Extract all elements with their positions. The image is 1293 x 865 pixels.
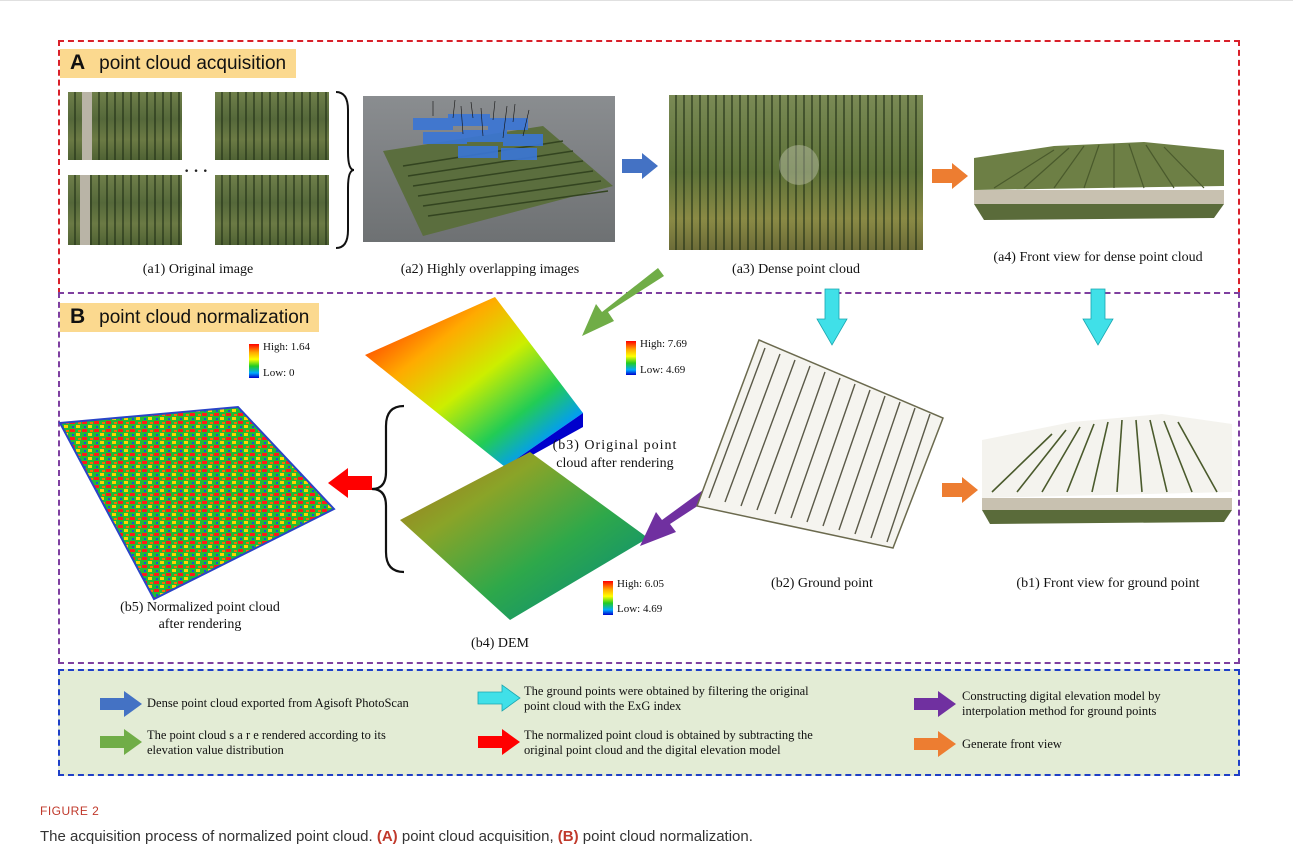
orange-arrow-a3-a4 [932, 163, 968, 189]
colorbar-b5 [249, 344, 259, 378]
caption-a2: (a2) Highly overlapping images [400, 262, 580, 277]
colorbar-b3-low: Low: 4.69 [640, 364, 686, 376]
colorbar-b4 [603, 581, 613, 615]
legend-blue-arrow-icon [100, 691, 142, 717]
front-view-dense [974, 128, 1224, 220]
legend-cyan-arrow-icon [477, 684, 521, 712]
red-arrow-b3b4-b5 [328, 468, 372, 498]
legend-text-blue: Dense point cloud exported from Agisoft … [147, 696, 409, 710]
figure-caption-end: point cloud normalization. [578, 828, 753, 845]
legend-red-arrow-icon [478, 729, 520, 755]
section-b-title-text: point cloud normalization [99, 307, 310, 328]
legend-text-green: The point cloud s a r e rendered accordi… [147, 728, 386, 757]
caption-a3: (a3) Dense point cloud [732, 262, 860, 277]
cyan-arrow-a3-b2 [816, 288, 848, 346]
dense-point-cloud [669, 95, 923, 250]
legend-orange-arrow-icon [914, 731, 956, 757]
legend-purple-arrow-icon [914, 691, 956, 717]
figure-label: FIGURE 2 [40, 804, 100, 818]
caption-b3-line2: cloud after rendering [556, 456, 674, 471]
figure-caption-a: (A) [376, 828, 398, 845]
colorbar-b5-high: High: 1.64 [263, 341, 311, 353]
orange-arrow-b2-b1 [942, 477, 978, 503]
original-image-1 [68, 92, 182, 160]
caption-b2: (b2) Ground point [771, 576, 873, 591]
legend-text-orange: Generate front view [962, 737, 1062, 751]
legend-box [58, 669, 1240, 776]
section-b-letter: B [70, 305, 86, 328]
ground-point-cloud [695, 339, 944, 549]
colorbar-b3-high: High: 7.69 [640, 338, 688, 350]
dem-surface [400, 452, 648, 620]
caption-b4: (b4) DEM [471, 636, 529, 651]
caption-b1: (b1) Front view for ground point [1016, 576, 1200, 591]
legend-green-arrow-icon [100, 729, 142, 755]
original-image-2 [215, 92, 329, 160]
legend-text-purple: Constructing digital elevation model by … [962, 689, 1161, 718]
section-a-title-text: point cloud acquisition [99, 53, 287, 74]
section-a-letter: A [70, 51, 86, 74]
colorbar-b4-high: High: 6.05 [617, 578, 665, 590]
cyan-arrow-a4-b1 [1082, 288, 1114, 346]
figure-caption-b: (B) [557, 828, 579, 845]
figure-caption: The acquisition process of normalized po… [40, 828, 753, 845]
colorbar-b5-low: Low: 0 [263, 367, 295, 379]
overlapping-images [363, 96, 615, 242]
front-view-ground [982, 414, 1232, 524]
legend-text-red: The normalized point cloud is obtained b… [524, 728, 813, 757]
overlapping-images-drawing [383, 99, 613, 236]
caption-a1: (a1) Original image [142, 262, 254, 277]
blue-arrow-a2-a3 [622, 153, 658, 179]
front-view-dense-drawing [974, 142, 1224, 220]
caption-b5-line2: after rendering [158, 617, 242, 632]
colorbar-b3 [626, 341, 636, 375]
ellipsis-dots: · · · [184, 163, 209, 180]
original-image-3 [68, 175, 182, 245]
original-image-4 [215, 175, 329, 245]
colorbar-b4-low: Low: 4.69 [617, 603, 663, 615]
green-arrow-a3-b3 [582, 268, 664, 336]
section-b-frame [58, 292, 1240, 664]
caption-b5-line1: (b5) Normalized point cloud [120, 600, 280, 615]
figure-divider [0, 0, 1293, 1]
caption-a4: (a4) Front view for dense point cloud [993, 250, 1203, 265]
figure-caption-prefix: The acquisition process of normalized po… [40, 828, 377, 845]
legend-text-cyan: The ground points were obtained by filte… [524, 684, 809, 713]
curly-brace-b [371, 404, 405, 574]
normalized-point-cloud [58, 405, 336, 601]
caption-b3-line1: (b3) Original point [552, 438, 678, 453]
figure-caption-mid: point cloud acquisition, [397, 828, 558, 845]
curly-brace-a1 [335, 91, 355, 249]
